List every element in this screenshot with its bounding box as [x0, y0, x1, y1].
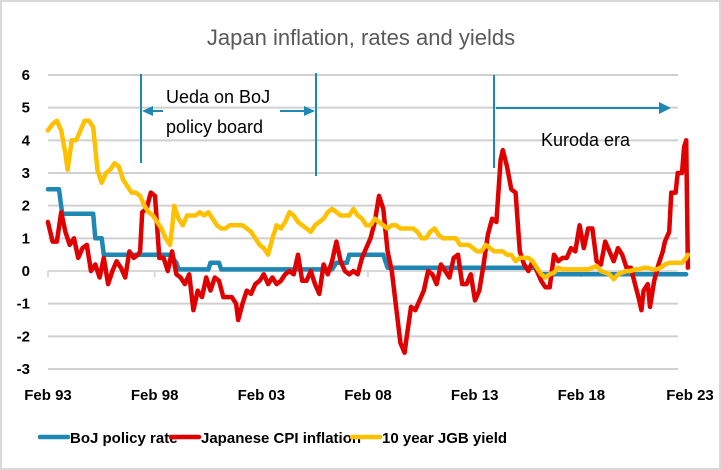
ueda-left-arrowhead — [142, 106, 153, 116]
y-tick-label: -1 — [17, 296, 30, 313]
legend: BoJ policy rate Japanese CPI inflation 10 … — [37, 430, 507, 447]
ueda-label-line2: policy board — [166, 117, 263, 137]
chart-title: Japan inflation, rates and yields — [207, 25, 515, 50]
legend-boj-policy-rate-label: BoJ policy rate — [70, 430, 178, 447]
y-tick-label: 0 — [22, 263, 30, 280]
series-lines — [45, 118, 691, 355]
kuroda-label: Kuroda era — [541, 130, 631, 150]
x-axis-ticks: Feb 93 Feb 98 Feb 03 Feb 08 Feb 13 Feb 18 Feb … — [24, 387, 714, 404]
x-tick-label: Feb 23 — [666, 387, 714, 404]
series-line-boj-policy-rate — [45, 187, 689, 277]
y-tick-label: 5 — [22, 100, 30, 117]
y-tick-label: 1 — [22, 230, 30, 247]
y-tick-label: 6 — [22, 67, 30, 84]
y-tick-label: 2 — [22, 198, 30, 215]
series-line-jgb-yield — [45, 118, 691, 282]
x-tick-label: Feb 03 — [238, 387, 286, 404]
y-tick-label: -3 — [17, 361, 30, 378]
y-tick-label: -2 — [17, 328, 30, 345]
x-tick-label: Feb 18 — [558, 387, 606, 404]
x-tick-label: Feb 13 — [451, 387, 499, 404]
ueda-right-arrowhead — [304, 106, 315, 116]
annotations: Ueda on BoJ policy board Kuroda era — [140, 73, 671, 176]
legend-jgb-yield-label: 10 year JGB yield — [382, 430, 507, 447]
y-tick-label: 4 — [22, 132, 31, 149]
legend-cpi-inflation-label: Japanese CPI inflation — [201, 430, 361, 447]
kuroda-arrowhead — [659, 102, 671, 114]
series-line-cpi-inflation — [45, 138, 691, 355]
x-tick-label: Feb 98 — [131, 387, 179, 404]
y-axis-ticks: 6 5 4 3 2 1 0 -1 -2 -3 — [17, 67, 31, 378]
x-tick-label: Feb 93 — [24, 387, 72, 404]
ueda-label-line1: Ueda on BoJ — [166, 87, 270, 107]
y-tick-label: 3 — [22, 165, 30, 182]
x-tick-label: Feb 08 — [344, 387, 392, 404]
